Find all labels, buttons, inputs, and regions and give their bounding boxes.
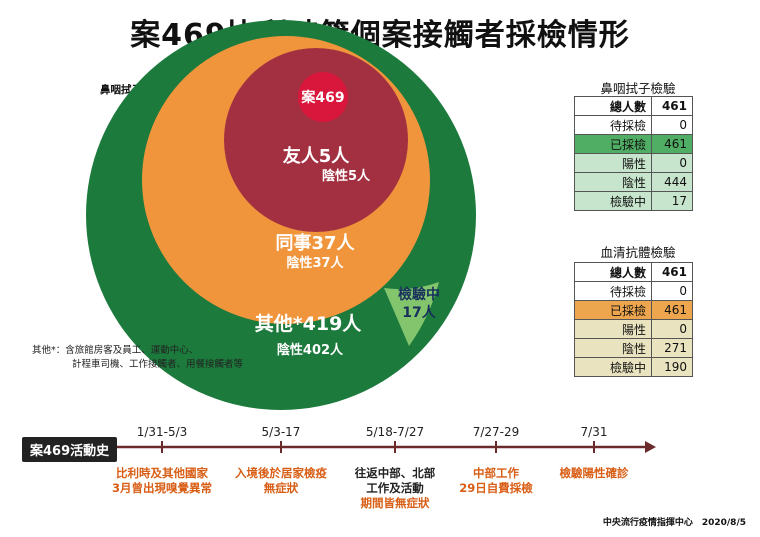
serum-key-testing: 檢驗中 <box>574 357 652 377</box>
others-label: 其他*419人 <box>254 313 362 335</box>
nasal-table: 總人數 461 待採檢 0 已採檢 461 陽性 0 陰性 444 檢驗中 17 <box>574 96 693 211</box>
timeline-date-4: 7/27-29 <box>472 425 520 439</box>
case-circle <box>298 72 348 122</box>
nasal-val-sampled: 461 <box>651 134 693 154</box>
table-row: 待採檢 0 <box>574 115 693 135</box>
table-row: 陽性 0 <box>574 319 693 339</box>
timeline-date-3: 5/18-7/27 <box>365 425 425 439</box>
timeline-event-3-line1: 往返中部、北部 <box>354 466 436 480</box>
serum-key-sampled: 已採檢 <box>574 300 652 320</box>
serum-val-testing: 190 <box>651 357 693 377</box>
serum-key-total: 總人數 <box>574 262 652 282</box>
table-row: 陽性 0 <box>574 153 693 173</box>
footer-credit: 中央流行疫情指揮中心 2020/8/5 <box>602 518 746 528</box>
serum-table-title: 血清抗體檢驗 <box>600 245 676 260</box>
timeline-event-5: 檢驗陽性確診 <box>534 466 654 481</box>
nasal-val-testing: 17 <box>651 191 693 211</box>
table-row: 總人數 461 <box>574 96 693 116</box>
testing-sub: 17人 <box>402 305 436 321</box>
serum-key-positive: 陽性 <box>574 319 652 339</box>
timeline-event-4-line2: 29日自費採檢 <box>459 481 533 495</box>
timeline-event-3-line2: 工作及活動 <box>366 481 424 495</box>
table-row: 已採檢 461 <box>574 300 693 320</box>
nasal-key-negative: 陰性 <box>574 172 652 192</box>
friends-sub: 陰性5人 <box>321 169 370 184</box>
timeline-event-1-line2: 3月曾出現嗅覺異常 <box>111 481 212 495</box>
timeline-event-3: 往返中部、北部 工作及活動 期間皆無症狀 <box>335 466 455 511</box>
table-row: 檢驗中 17 <box>574 191 693 211</box>
others-sub: 陰性402人 <box>276 343 344 358</box>
timeline-event-2-line1: 入境後於居家檢疫 <box>235 466 327 480</box>
table-row: 陰性 444 <box>574 172 693 192</box>
serum-table: 總人數 461 待採檢 0 已採檢 461 陽性 0 陰性 271 檢驗中 190 <box>574 262 693 377</box>
friends-label: 友人5人 <box>282 146 350 167</box>
nasal-key-sampled: 已採檢 <box>574 134 652 154</box>
timeline-event-4: 中部工作 29日自費採檢 <box>436 466 556 496</box>
timeline-date-1: 1/31-5/3 <box>136 425 188 439</box>
testing-segment <box>384 282 439 346</box>
table-row: 總人數 461 <box>574 262 693 282</box>
timeline-event-5-line1: 檢驗陽性確診 <box>559 466 629 480</box>
timeline-event-1-line1: 比利時及其他國家 <box>116 466 208 480</box>
timeline-event-4-line1: 中部工作 <box>473 466 519 480</box>
table-row: 已採檢 461 <box>574 134 693 154</box>
timeline-date-5: 7/31 <box>580 425 608 439</box>
serum-val-total: 461 <box>651 262 693 282</box>
timeline-label: 案469活動史 <box>22 437 118 462</box>
colleagues-sub: 陰性37人 <box>286 256 344 271</box>
table-row: 檢驗中 190 <box>574 357 693 377</box>
timeline-event-1: 比利時及其他國家 3月曾出現嗅覺異常 <box>102 466 222 496</box>
nasal-table-title: 鼻咽拭子檢驗 <box>600 81 676 96</box>
timeline-event-2: 入境後於居家檢疫 無症狀 <box>221 466 341 496</box>
case-label: 案469 <box>301 90 345 106</box>
timeline-date-2: 5/3-17 <box>261 425 301 439</box>
nasal-val-total: 461 <box>651 96 693 116</box>
timeline-event-2-line2: 無症狀 <box>263 481 299 495</box>
serum-val-positive: 0 <box>651 319 693 339</box>
timeline-event-3-line3: 期間皆無症狀 <box>360 496 430 510</box>
table-row: 待採檢 0 <box>574 281 693 301</box>
testing-label: 檢驗中 <box>398 287 440 303</box>
friends-circle <box>224 48 408 232</box>
colleagues-label: 同事37人 <box>275 233 355 254</box>
footnote-line1: 其他*：含旅館房客及員工、運動中心、 <box>32 345 199 356</box>
footnote-line2: 計程車司機、工作接觸者、用餐接觸者等 <box>72 359 244 370</box>
